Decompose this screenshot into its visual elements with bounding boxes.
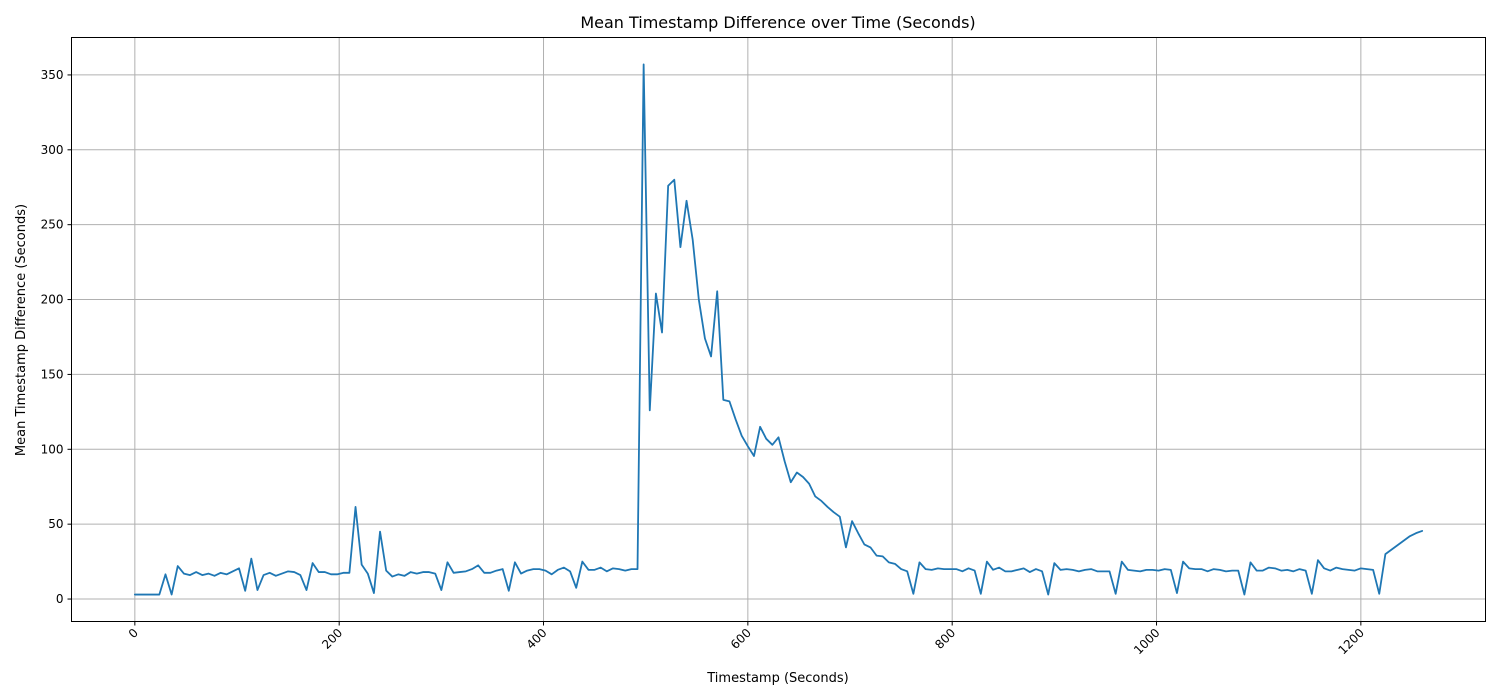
x-tick-label: 800 bbox=[932, 626, 958, 652]
x-axis-ticks: 0 200 400 600 800 1000 1200 bbox=[126, 621, 1367, 657]
plot-frame bbox=[71, 37, 1486, 622]
y-tick-label: 250 bbox=[41, 218, 64, 232]
chart-title: Mean Timestamp Difference over Time (Sec… bbox=[580, 13, 975, 32]
x-tick-label: 200 bbox=[319, 626, 345, 652]
x-tick-label: 600 bbox=[728, 626, 754, 652]
x-tick-label: 1000 bbox=[1131, 626, 1162, 657]
x-tick-label: 400 bbox=[524, 626, 550, 652]
y-tick-label: 350 bbox=[41, 68, 64, 82]
series-layer bbox=[133, 63, 1424, 596]
y-tick-label: 150 bbox=[41, 367, 64, 381]
y-tick-label: 100 bbox=[41, 442, 64, 456]
grid bbox=[71, 37, 1486, 622]
y-tick-label: 0 bbox=[56, 592, 64, 606]
x-axis-label: Timestamp (Seconds) bbox=[706, 671, 848, 686]
y-tick-label: 300 bbox=[41, 143, 64, 157]
y-tick-label: 200 bbox=[41, 293, 64, 307]
y-axis-ticks: 0 50 100 150 200 250 300 350 bbox=[41, 68, 72, 606]
series-line bbox=[133, 63, 1424, 596]
y-tick-label: 50 bbox=[48, 517, 63, 531]
y-axis-label: Mean Timestamp Difference (Seconds) bbox=[14, 204, 29, 456]
x-tick-label: 1200 bbox=[1335, 626, 1366, 657]
x-tick-label: 0 bbox=[126, 626, 141, 641]
